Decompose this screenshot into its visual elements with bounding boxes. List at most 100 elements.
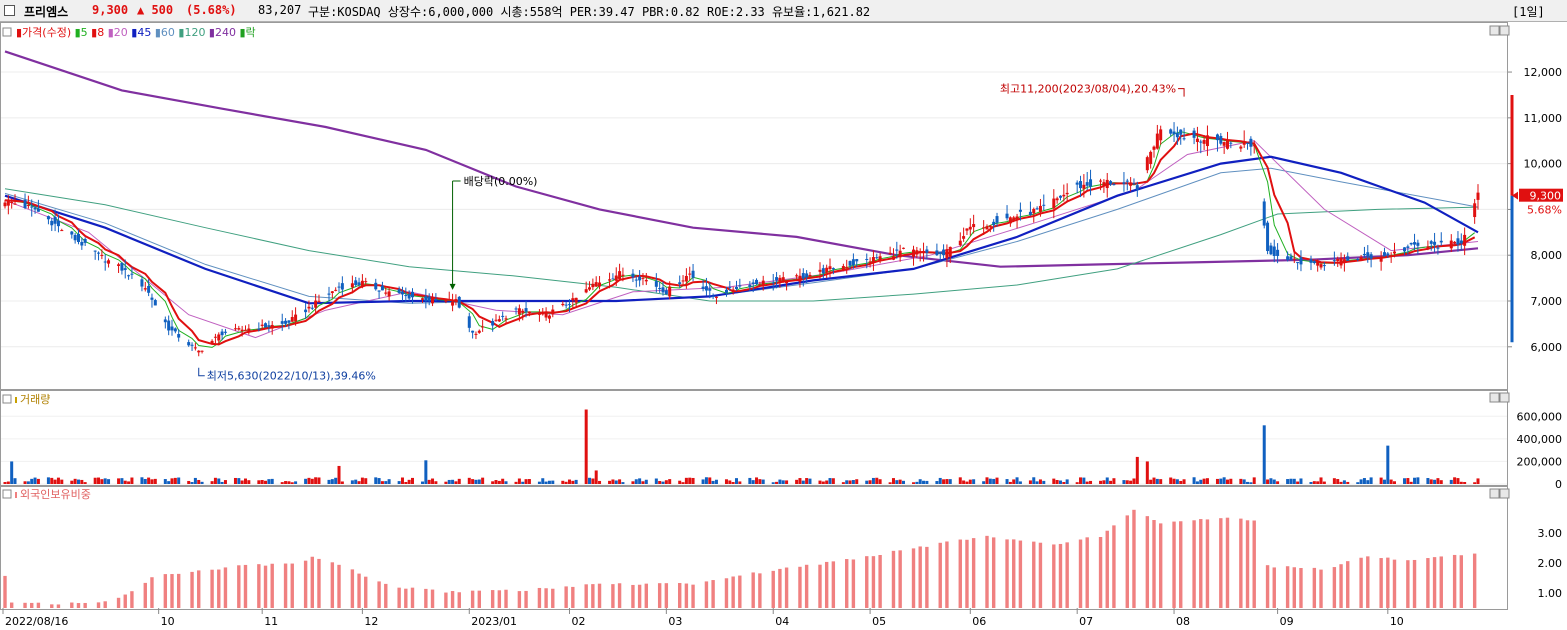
candle-body — [1342, 259, 1346, 263]
volume-bar — [197, 479, 201, 484]
candle — [1242, 130, 1246, 148]
foreign-bar — [123, 594, 127, 608]
candle-body — [1012, 217, 1016, 221]
candle-body — [962, 236, 966, 239]
candle — [598, 276, 602, 290]
foreign-bar — [564, 586, 568, 608]
volume-bar — [738, 481, 742, 484]
candle — [380, 281, 384, 291]
candle-body — [404, 295, 408, 297]
candle-body — [33, 207, 37, 210]
x-tick-label: 12 — [364, 615, 378, 628]
candle-body — [611, 278, 615, 280]
candle-body — [808, 274, 812, 277]
candle — [1159, 125, 1163, 145]
volume-bar — [1449, 479, 1453, 484]
foreign-bar — [724, 578, 729, 608]
candle-body — [1042, 204, 1046, 206]
candle-body — [664, 290, 668, 295]
volume-bar — [935, 481, 939, 484]
volume-bar — [1242, 479, 1246, 484]
candle — [1406, 244, 1410, 256]
volume-bar — [1065, 479, 1069, 484]
candle — [755, 278, 759, 286]
x-tick-label: 06 — [972, 615, 986, 628]
candle-body — [210, 340, 214, 344]
candle-body — [521, 310, 525, 313]
volume-bar — [83, 482, 87, 484]
volume-bar — [1319, 477, 1323, 484]
foreign-bar — [965, 539, 969, 608]
volume-bar — [1359, 479, 1363, 484]
volume-bar — [1229, 478, 1233, 484]
select-checkbox[interactable] — [4, 5, 15, 16]
candle — [641, 273, 645, 286]
foreign-bar — [845, 559, 849, 608]
candle — [337, 282, 341, 293]
candle-body — [150, 297, 154, 300]
volume-bar — [871, 477, 875, 484]
candle — [471, 330, 475, 339]
foreign-bar — [738, 575, 742, 608]
foreign-bar — [350, 569, 355, 608]
candle — [574, 297, 578, 308]
volume-bar — [1219, 478, 1223, 484]
volume-bar — [1105, 477, 1109, 484]
candle — [1252, 140, 1256, 154]
candle — [217, 332, 221, 346]
candle-body — [1409, 242, 1413, 245]
volume-tick-label: 400,000 — [1517, 433, 1563, 446]
legend-entry: ▮락 — [236, 26, 256, 39]
candle-body — [1109, 181, 1113, 185]
volume-bar — [851, 480, 855, 484]
candle — [1433, 232, 1437, 253]
candle — [828, 258, 832, 278]
foreign-bar — [1239, 518, 1243, 608]
candle-body — [684, 275, 688, 282]
candle — [1169, 128, 1173, 137]
foreign-bar — [711, 580, 715, 608]
panel-toggle-icon[interactable] — [2, 27, 12, 37]
volume-bar — [544, 481, 548, 484]
minimize-icon[interactable] — [1489, 25, 1500, 36]
volume-bar — [380, 481, 384, 484]
panel-toggle-icon[interactable] — [2, 489, 12, 499]
volume-bar — [434, 481, 438, 484]
minimize-icon[interactable] — [1489, 392, 1500, 403]
candle — [751, 279, 755, 293]
volume-bar — [1316, 481, 1320, 484]
candle — [1316, 259, 1320, 272]
candle-body — [968, 226, 972, 230]
candle — [1389, 252, 1393, 263]
close-icon[interactable] — [1499, 25, 1510, 36]
volume-bar — [357, 481, 361, 484]
volume-bar — [190, 482, 194, 484]
volume-bar — [421, 481, 425, 484]
close-icon[interactable] — [1499, 392, 1510, 403]
volume-bar — [1266, 479, 1270, 484]
panel-toggle-icon[interactable] — [2, 394, 12, 404]
candle-body — [781, 277, 785, 281]
candle — [1055, 196, 1059, 204]
candle-body — [855, 259, 859, 262]
minimize-icon[interactable] — [1489, 488, 1500, 499]
candle — [294, 307, 298, 326]
candle — [26, 195, 30, 209]
foreign-bar — [444, 592, 448, 608]
price-tick-label: 8,000 — [1531, 249, 1563, 262]
period-selector[interactable]: [1일] — [1512, 5, 1545, 19]
volume-bar — [143, 478, 147, 484]
candle-body — [1296, 262, 1300, 264]
volume-bar — [1286, 479, 1290, 484]
volume-bar — [1342, 480, 1346, 484]
candle — [1356, 257, 1360, 262]
candle-body — [1105, 179, 1109, 189]
volume-bar — [457, 478, 461, 484]
volume-bar — [314, 477, 318, 484]
x-tick-label: 07 — [1079, 615, 1093, 628]
candle-body — [1219, 135, 1223, 144]
candle — [30, 199, 34, 217]
close-icon[interactable] — [1499, 488, 1510, 499]
volume-bar — [360, 477, 364, 484]
foreign-bar — [925, 546, 929, 608]
